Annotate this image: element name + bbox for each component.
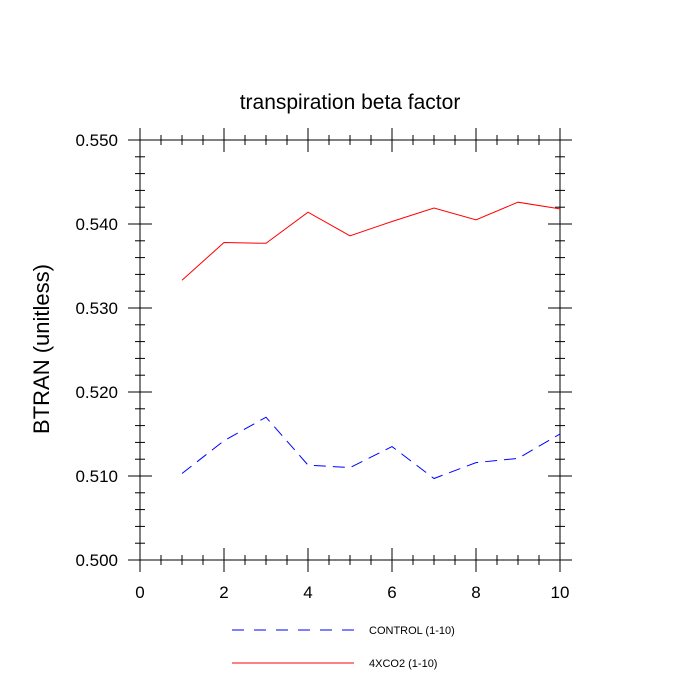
x-tick-label: 2 xyxy=(219,583,228,602)
legend-label: 4XCO2 (1-10) xyxy=(369,658,437,670)
y-tick-label: 0.510 xyxy=(75,467,118,486)
x-tick-label: 8 xyxy=(471,583,480,602)
legend-label: CONTROL (1-10) xyxy=(369,625,455,637)
x-tick-label: 10 xyxy=(551,583,570,602)
series-lines xyxy=(181,201,561,480)
y-tick-label: 0.550 xyxy=(75,131,118,150)
y-tick-label: 0.500 xyxy=(75,551,118,570)
x-tick-label: 6 xyxy=(387,583,396,602)
plot-frame xyxy=(139,139,561,561)
series-line-4xco2 xyxy=(181,201,561,281)
x-tick-labels: 0 2 4 6 8 10 xyxy=(135,583,569,602)
axis-ticks xyxy=(128,128,572,572)
legend: CONTROL (1-10) 4XCO2 (1-10) xyxy=(232,625,455,670)
chart-title: transpiration beta factor xyxy=(240,91,461,114)
y-tick-label: 0.520 xyxy=(75,383,118,402)
y-tick-labels: 0.500 0.510 0.520 0.530 0.540 0.550 xyxy=(75,131,118,570)
y-tick-label: 0.540 xyxy=(75,215,118,234)
y-axis-label: BTRAN (unitless) xyxy=(29,264,54,434)
y-tick-label: 0.530 xyxy=(75,299,118,318)
x-tick-label: 4 xyxy=(303,583,312,602)
series-line-control xyxy=(181,416,561,480)
x-tick-label: 0 xyxy=(135,583,144,602)
